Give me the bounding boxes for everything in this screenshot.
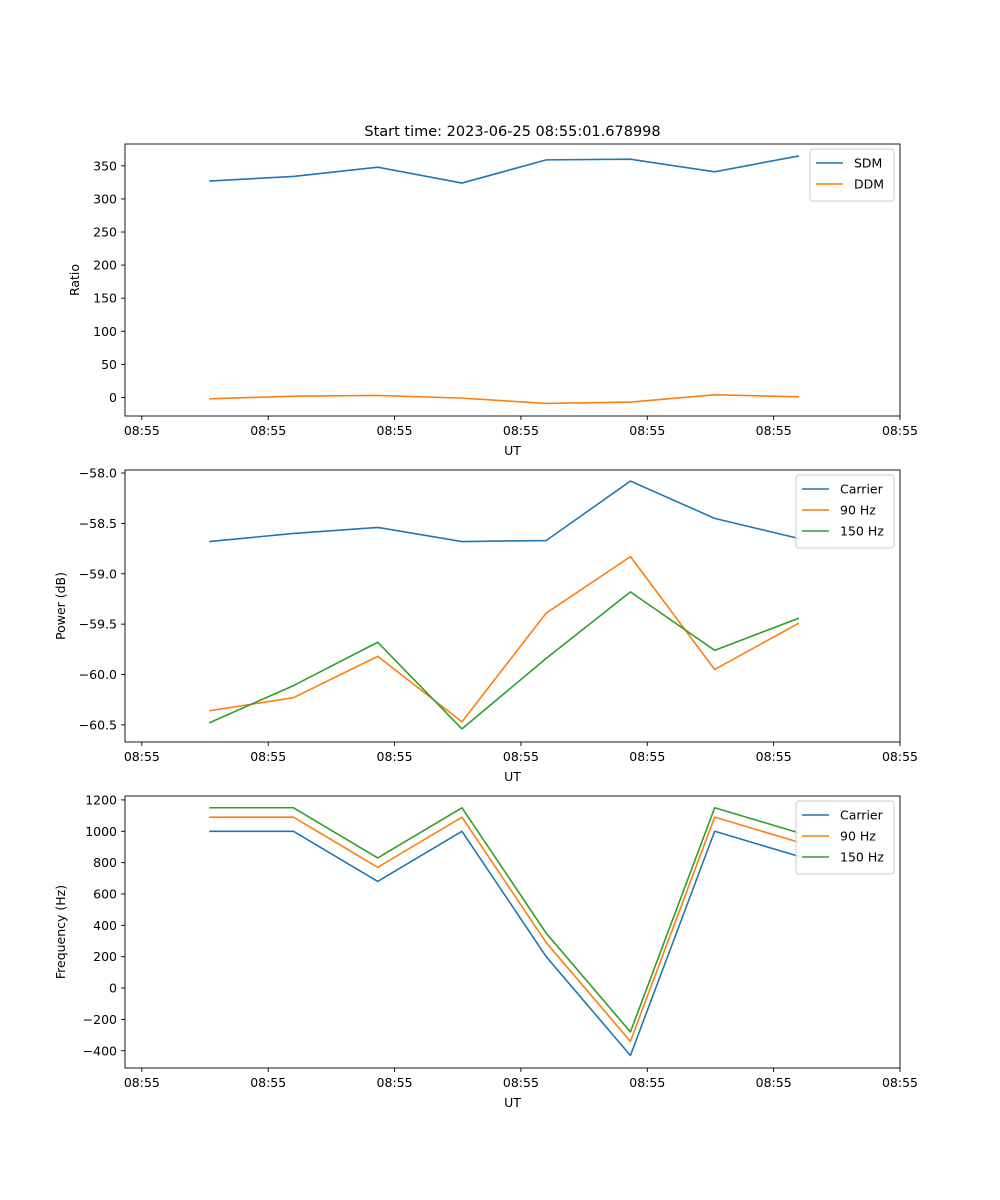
ratio-y-tick-label: 100 [93,324,117,339]
frequency-x-axis-label: UT [504,1095,521,1110]
ratio-x-tick-label: 08:55 [756,423,792,438]
ratio-axes-frame [124,143,901,417]
ratio-y-axis-label: Ratio [67,264,82,296]
frequency-subplot: 08:55 08:55 08:55 08:55 08:55 08:55 08:55 −400 −… [53,792,918,1110]
ratio-series-line-1 [209,394,799,405]
frequency-y-tick-label: 600 [93,886,117,901]
power-series-line-1 [209,555,800,723]
frequency-x-tick-label: 08:55 [882,1075,918,1090]
ratio-x-tick-label: 08:55 [124,423,160,438]
power-y-axis-label: Power (dB) [53,572,68,640]
ratio-x-axis-label: UT [504,443,521,458]
frequency-series-line-2 [209,806,800,1033]
power-series-line-2 [208,591,800,730]
ratio-x-tick-label: 08:55 [629,423,665,438]
frequency-x-tick-label: 08:55 [250,1075,286,1090]
power-legend-label-2: 150 Hz [840,524,884,539]
ratio-y-tick-label: 200 [93,258,117,273]
frequency-axes-frame [124,795,901,1069]
power-x-tick-label: 08:55 [250,749,286,764]
frequency-y-axis-label: Frequency (Hz) [53,885,68,979]
ratio-legend-label-0: SDM [854,156,882,171]
ratio-y-tick-label: 150 [93,291,117,306]
frequency-legend-box [795,800,895,875]
ratio-y-tick-label: 0 [109,390,117,405]
power-x-axis-label: UT [504,769,521,784]
power-legend-label-0: Carrier [840,482,884,497]
frequency-y-tick-label: 1200 [85,792,117,807]
power-y-tick-label: −60.0 [79,667,117,682]
power-y-tick-label: −59.0 [79,566,117,581]
power-y-tick-label: −60.5 [79,717,117,732]
power-axes-frame [124,469,901,743]
frequency-y-tick-label: 0 [109,981,117,996]
power-subplot: 08:55 08:55 08:55 08:55 08:55 08:55 08:55 −60.5… [53,466,918,784]
frequency-series-line-1 [209,816,800,1043]
frequency-legend-label-1: 90 Hz [840,829,876,844]
frequency-y-tick-label: 1000 [85,824,117,839]
power-x-tick-label: 08:55 [377,749,413,764]
power-x-tick-label: 08:55 [124,749,160,764]
ratio-series-line-0 [209,155,800,184]
ratio-x-tick-label: 08:55 [250,423,286,438]
power-y-tick-label: −58.0 [79,466,117,481]
ratio-x-tick-label: 08:55 [503,423,539,438]
frequency-x-tick-label: 08:55 [377,1075,413,1090]
ratio-x-tick-label: 08:55 [377,423,413,438]
power-x-tick-label: 08:55 [756,749,792,764]
ratio-subplot: 08:55 08:55 08:55 08:55 08:55 08:55 08:55 0 50 10… [67,143,918,458]
power-x-tick-label: 08:55 [503,749,539,764]
frequency-x-tick-label: 08:55 [629,1075,665,1090]
power-series-line-0 [209,480,800,543]
frequency-x-tick-label: 08:55 [124,1075,160,1090]
frequency-legend-label-2: 150 Hz [840,850,884,865]
ratio-y-tick-label: 300 [93,191,117,206]
ratio-legend-box [809,148,895,202]
frequency-legend-label-0: Carrier [840,808,884,823]
ratio-y-tick-label: 50 [101,357,117,372]
power-legend-box [795,474,895,549]
power-y-tick-label: −59.5 [79,617,117,632]
frequency-y-tick-label: −400 [83,1043,117,1058]
frequency-y-tick-label: −200 [83,1012,117,1027]
power-x-tick-label: 08:55 [882,749,918,764]
frequency-y-tick-label: 800 [93,855,117,870]
frequency-y-tick-label: 200 [93,949,117,964]
ratio-legend-label-1: DDM [854,177,884,192]
frequency-x-tick-label: 08:55 [756,1075,792,1090]
frequency-x-tick-label: 08:55 [503,1075,539,1090]
power-y-tick-label: −58.5 [79,516,117,531]
ratio-y-tick-label: 250 [93,225,117,240]
ratio-y-tick-label: 350 [93,158,117,173]
figure-title: Start time: 2023-06-25 08:55:01.678998 [364,124,660,140]
power-legend-label-1: 90 Hz [840,503,876,518]
power-x-tick-label: 08:55 [629,749,665,764]
frequency-series-line-0 [209,830,800,1057]
ratio-x-tick-label: 08:55 [882,423,918,438]
frequency-y-tick-label: 400 [93,918,117,933]
